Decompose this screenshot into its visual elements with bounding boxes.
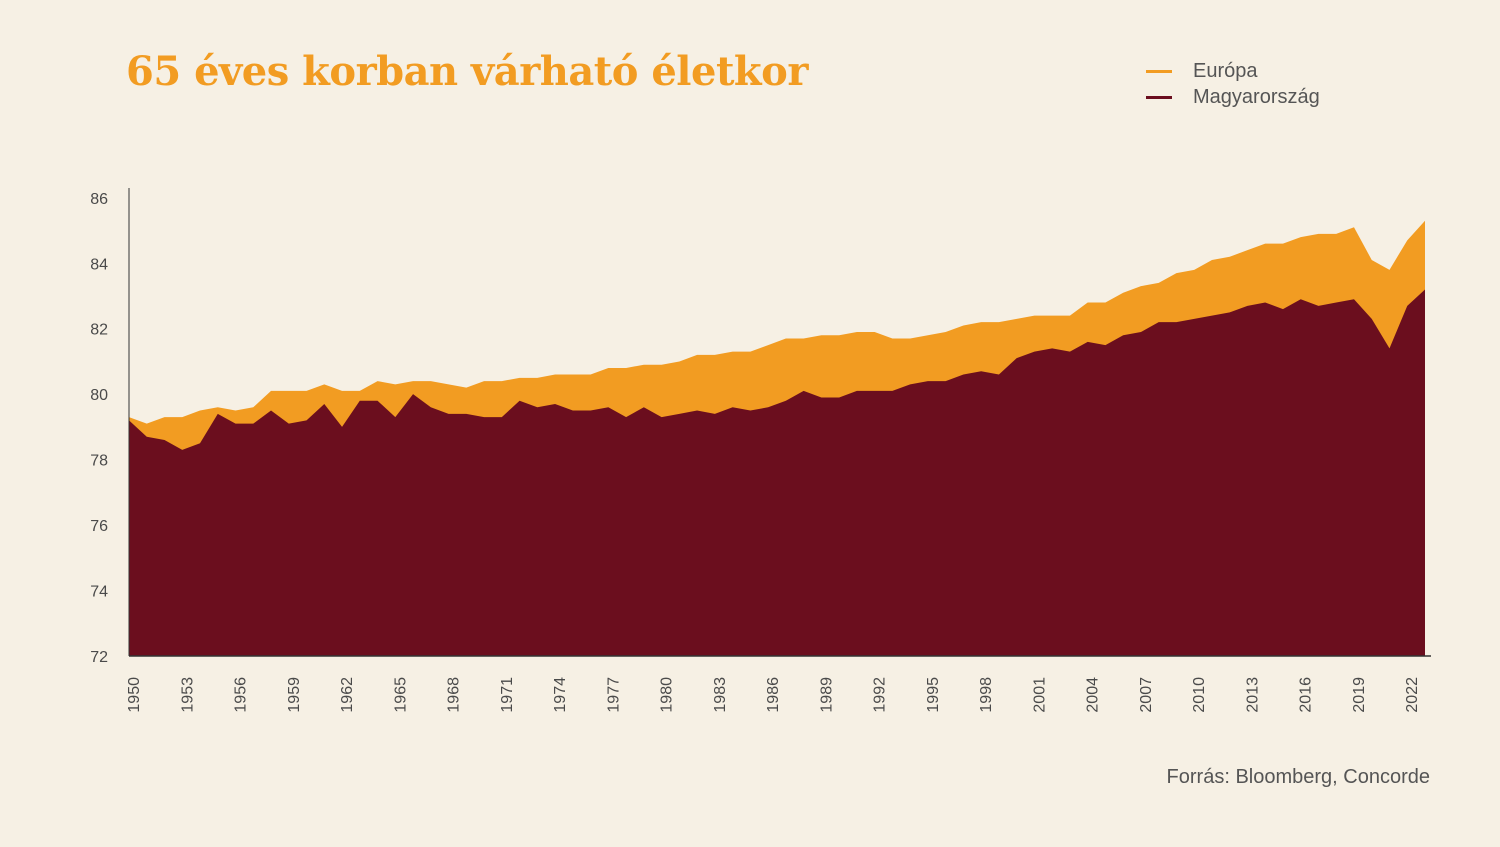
x-tick-label: 1968 — [446, 677, 463, 713]
y-tick-label: 74 — [90, 584, 108, 601]
y-tick-label: 86 — [90, 191, 108, 208]
x-tick-label: 1950 — [126, 677, 143, 713]
x-tick-label: 2001 — [1031, 677, 1048, 713]
legend-label-hungary: Magyarország — [1193, 85, 1320, 108]
x-tick-label: 2010 — [1191, 677, 1208, 713]
x-tick-label: 1983 — [712, 677, 729, 713]
x-tick-label: 1995 — [925, 677, 942, 713]
legend-item-hungary: Magyarország — [1146, 84, 1320, 110]
y-tick-label: 72 — [90, 649, 108, 666]
x-tick-label: 2004 — [1085, 677, 1102, 713]
source-note: Forrás: Bloomberg, Concorde — [1166, 766, 1430, 788]
x-tick-label: 1992 — [872, 677, 889, 713]
y-tick-label: 76 — [90, 518, 108, 535]
legend-swatch-europe — [1146, 69, 1172, 73]
y-tick-label: 80 — [90, 387, 108, 404]
x-tick-label: 1980 — [659, 677, 676, 713]
series-area-hungary — [129, 289, 1425, 656]
y-tick-label: 84 — [90, 256, 108, 273]
legend-swatch-hungary — [1146, 95, 1172, 99]
y-tick-label: 78 — [90, 453, 108, 470]
x-tick-label: 2019 — [1351, 677, 1368, 713]
x-tick-label: 2022 — [1404, 677, 1421, 713]
legend-item-europe: Európa — [1146, 58, 1320, 84]
x-tick-label: 1965 — [392, 677, 409, 713]
x-tick-label: 1989 — [818, 677, 835, 713]
x-tick-label: 1986 — [765, 677, 782, 713]
x-tick-label: 2016 — [1298, 677, 1315, 713]
x-tick-label: 1956 — [233, 677, 250, 713]
legend-label-europe: Európa — [1193, 59, 1258, 82]
x-tick-label: 1977 — [605, 677, 622, 713]
x-tick-label: 2013 — [1244, 677, 1261, 713]
x-tick-label: 2007 — [1138, 677, 1155, 713]
chart-title: 65 éves korban várható életkor — [126, 48, 808, 95]
x-tick-label: 1953 — [179, 677, 196, 713]
x-tick-label: 1998 — [978, 677, 995, 713]
x-tick-label: 1962 — [339, 677, 356, 713]
y-tick-label: 82 — [90, 322, 108, 339]
legend: Európa Magyarország — [1146, 58, 1320, 110]
x-tick-label: 1971 — [499, 677, 516, 713]
x-tick-label: 1959 — [286, 677, 303, 713]
x-tick-label: 1974 — [552, 677, 569, 713]
